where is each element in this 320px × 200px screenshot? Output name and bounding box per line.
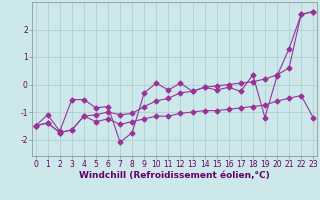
X-axis label: Windchill (Refroidissement éolien,°C): Windchill (Refroidissement éolien,°C) <box>79 171 270 180</box>
